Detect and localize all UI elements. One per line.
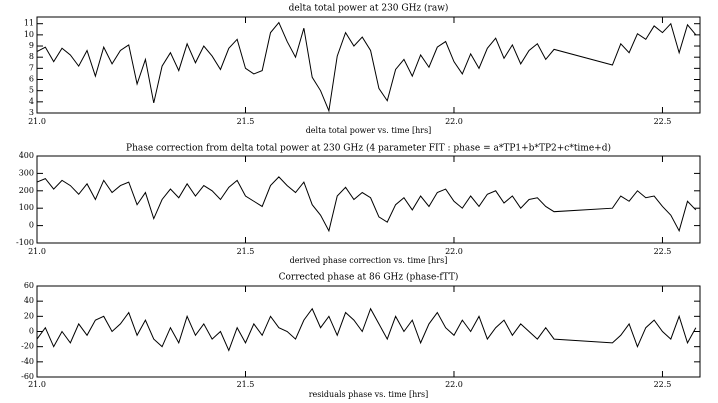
- plot-frame: [36, 155, 701, 244]
- panel-title: Phase correction from delta total power …: [126, 143, 611, 154]
- y-tick-label: 10: [24, 30, 34, 39]
- panel-title: Corrected phase at 86 GHz (phase-fTT): [279, 272, 459, 283]
- x-tick-label: 21.5: [237, 380, 255, 389]
- x-tick-label: 22.5: [654, 117, 672, 126]
- y-tick-label: -60: [21, 372, 34, 381]
- y-tick-label: 9: [29, 41, 34, 50]
- y-tick-label: -20: [21, 342, 34, 351]
- y-tick-label: 8: [29, 52, 34, 61]
- x-tick-label: 21.0: [28, 247, 46, 256]
- data-line: [36, 21, 697, 113]
- y-tick-label: 6: [29, 75, 34, 84]
- x-tick-label: 21.5: [237, 247, 255, 256]
- plot-frame: [36, 285, 701, 378]
- x-tick-label: 22.5: [654, 247, 672, 256]
- y-tick-label: 40: [24, 296, 34, 305]
- y-tick-label: 400: [19, 151, 34, 160]
- panel-title: delta total power at 230 GHz (raw): [289, 3, 449, 14]
- x-tick-label: 22.5: [654, 380, 672, 389]
- plot-frame: [36, 16, 701, 114]
- y-tick-label: -100: [16, 238, 34, 247]
- y-tick-label: 3: [29, 108, 34, 117]
- y-tick-label: 20: [24, 311, 34, 320]
- data-line: [36, 176, 697, 233]
- x-tick-label: 22.0: [445, 247, 463, 256]
- y-tick-label: 100: [19, 203, 34, 212]
- x-tick-label: 22.0: [445, 380, 463, 389]
- y-tick-label: 0: [29, 327, 34, 336]
- y-tick-label: 5: [29, 86, 34, 95]
- y-tick-label: 0: [29, 221, 34, 230]
- y-tick-label: 11: [24, 19, 34, 28]
- x-axis-label: residuals phase vs. time [hrs]: [309, 390, 429, 399]
- y-tick-label: 7: [29, 63, 34, 72]
- data-line: [36, 307, 697, 352]
- y-tick-label: 200: [19, 186, 34, 195]
- y-tick-label: 300: [19, 168, 34, 177]
- y-tick-label: 60: [24, 281, 34, 290]
- x-axis-label: delta total power vs. time [hrs]: [306, 126, 432, 135]
- x-tick-label: 21.0: [28, 117, 46, 126]
- x-tick-label: 21.0: [28, 380, 46, 389]
- y-tick-label: -40: [21, 357, 34, 366]
- x-tick-label: 22.0: [445, 117, 463, 126]
- x-tick-label: 21.5: [237, 117, 255, 126]
- y-tick-label: 4: [29, 97, 34, 106]
- x-axis-label: derived phase correction vs. time [hrs]: [290, 256, 448, 265]
